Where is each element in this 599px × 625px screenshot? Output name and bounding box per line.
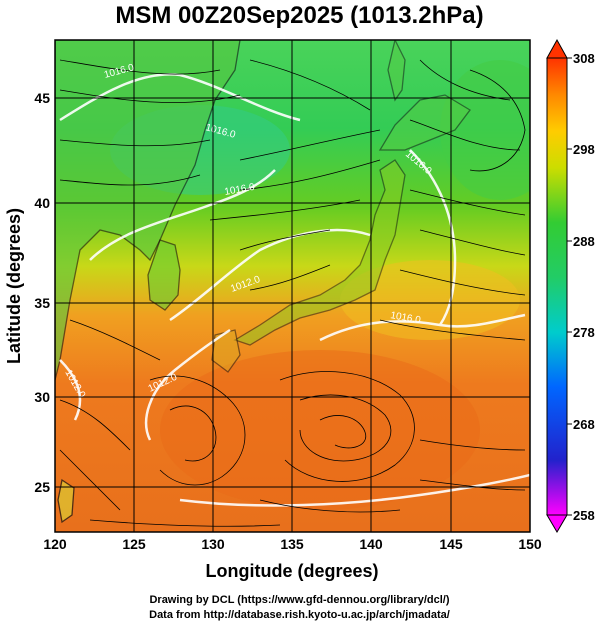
y-tick-label: 35 xyxy=(34,295,50,311)
colorbar-bottom-arrow xyxy=(546,514,568,533)
colorbar: 308 298 288 278 268 258 xyxy=(546,38,595,533)
colorbar-tick-label: 298 xyxy=(573,142,595,157)
japan-hokkaido xyxy=(378,94,471,151)
colorbar-tick-label: 278 xyxy=(573,325,595,340)
x-tick-label: 135 xyxy=(280,536,304,552)
y-tick-label: 40 xyxy=(34,195,50,211)
colorbar-tick-label: 258 xyxy=(573,508,595,523)
colorbar-tick-label: 268 xyxy=(573,417,595,432)
x-tick-label: 125 xyxy=(122,536,146,552)
credit-drawing: Drawing by DCL (https://www.gfd-dennou.o… xyxy=(149,594,450,606)
map-title: MSM 00Z20Sep2025 (1013.2hPa) xyxy=(115,2,484,29)
y-tick-label: 25 xyxy=(34,479,50,495)
y-axis-title: Latitude (degrees) xyxy=(4,208,24,364)
colorbar-tick-label: 288 xyxy=(573,234,595,249)
x-tick-label: 130 xyxy=(201,536,225,552)
wind-streamlines xyxy=(59,59,526,527)
y-tick-label: 30 xyxy=(34,389,50,405)
taiwan xyxy=(57,478,75,524)
x-tick-label: 145 xyxy=(439,536,463,552)
isobar-label: 1016.0 xyxy=(224,182,256,198)
y-tick-labels: 25 30 35 40 45 xyxy=(34,90,50,495)
sakhalin xyxy=(387,40,406,102)
colorbar-tick-label: 308 xyxy=(573,51,595,66)
x-tick-label: 120 xyxy=(43,536,67,552)
isobar-label: 1016.0 xyxy=(389,310,421,326)
y-tick-label: 45 xyxy=(34,90,50,106)
credit-data-source: Data from http://database.rish.kyoto-u.a… xyxy=(149,609,450,621)
x-tick-label: 150 xyxy=(518,536,542,552)
colorbar-top-arrow xyxy=(546,38,568,59)
isobars xyxy=(59,73,530,507)
map-grid xyxy=(54,39,531,533)
x-axis-title: Longitude (degrees) xyxy=(205,561,378,581)
x-tick-label: 140 xyxy=(359,536,383,552)
x-tick-labels: 120 125 130 135 140 145 150 xyxy=(43,536,542,552)
temperature-field xyxy=(55,40,530,532)
colorbar-scale xyxy=(546,57,568,516)
